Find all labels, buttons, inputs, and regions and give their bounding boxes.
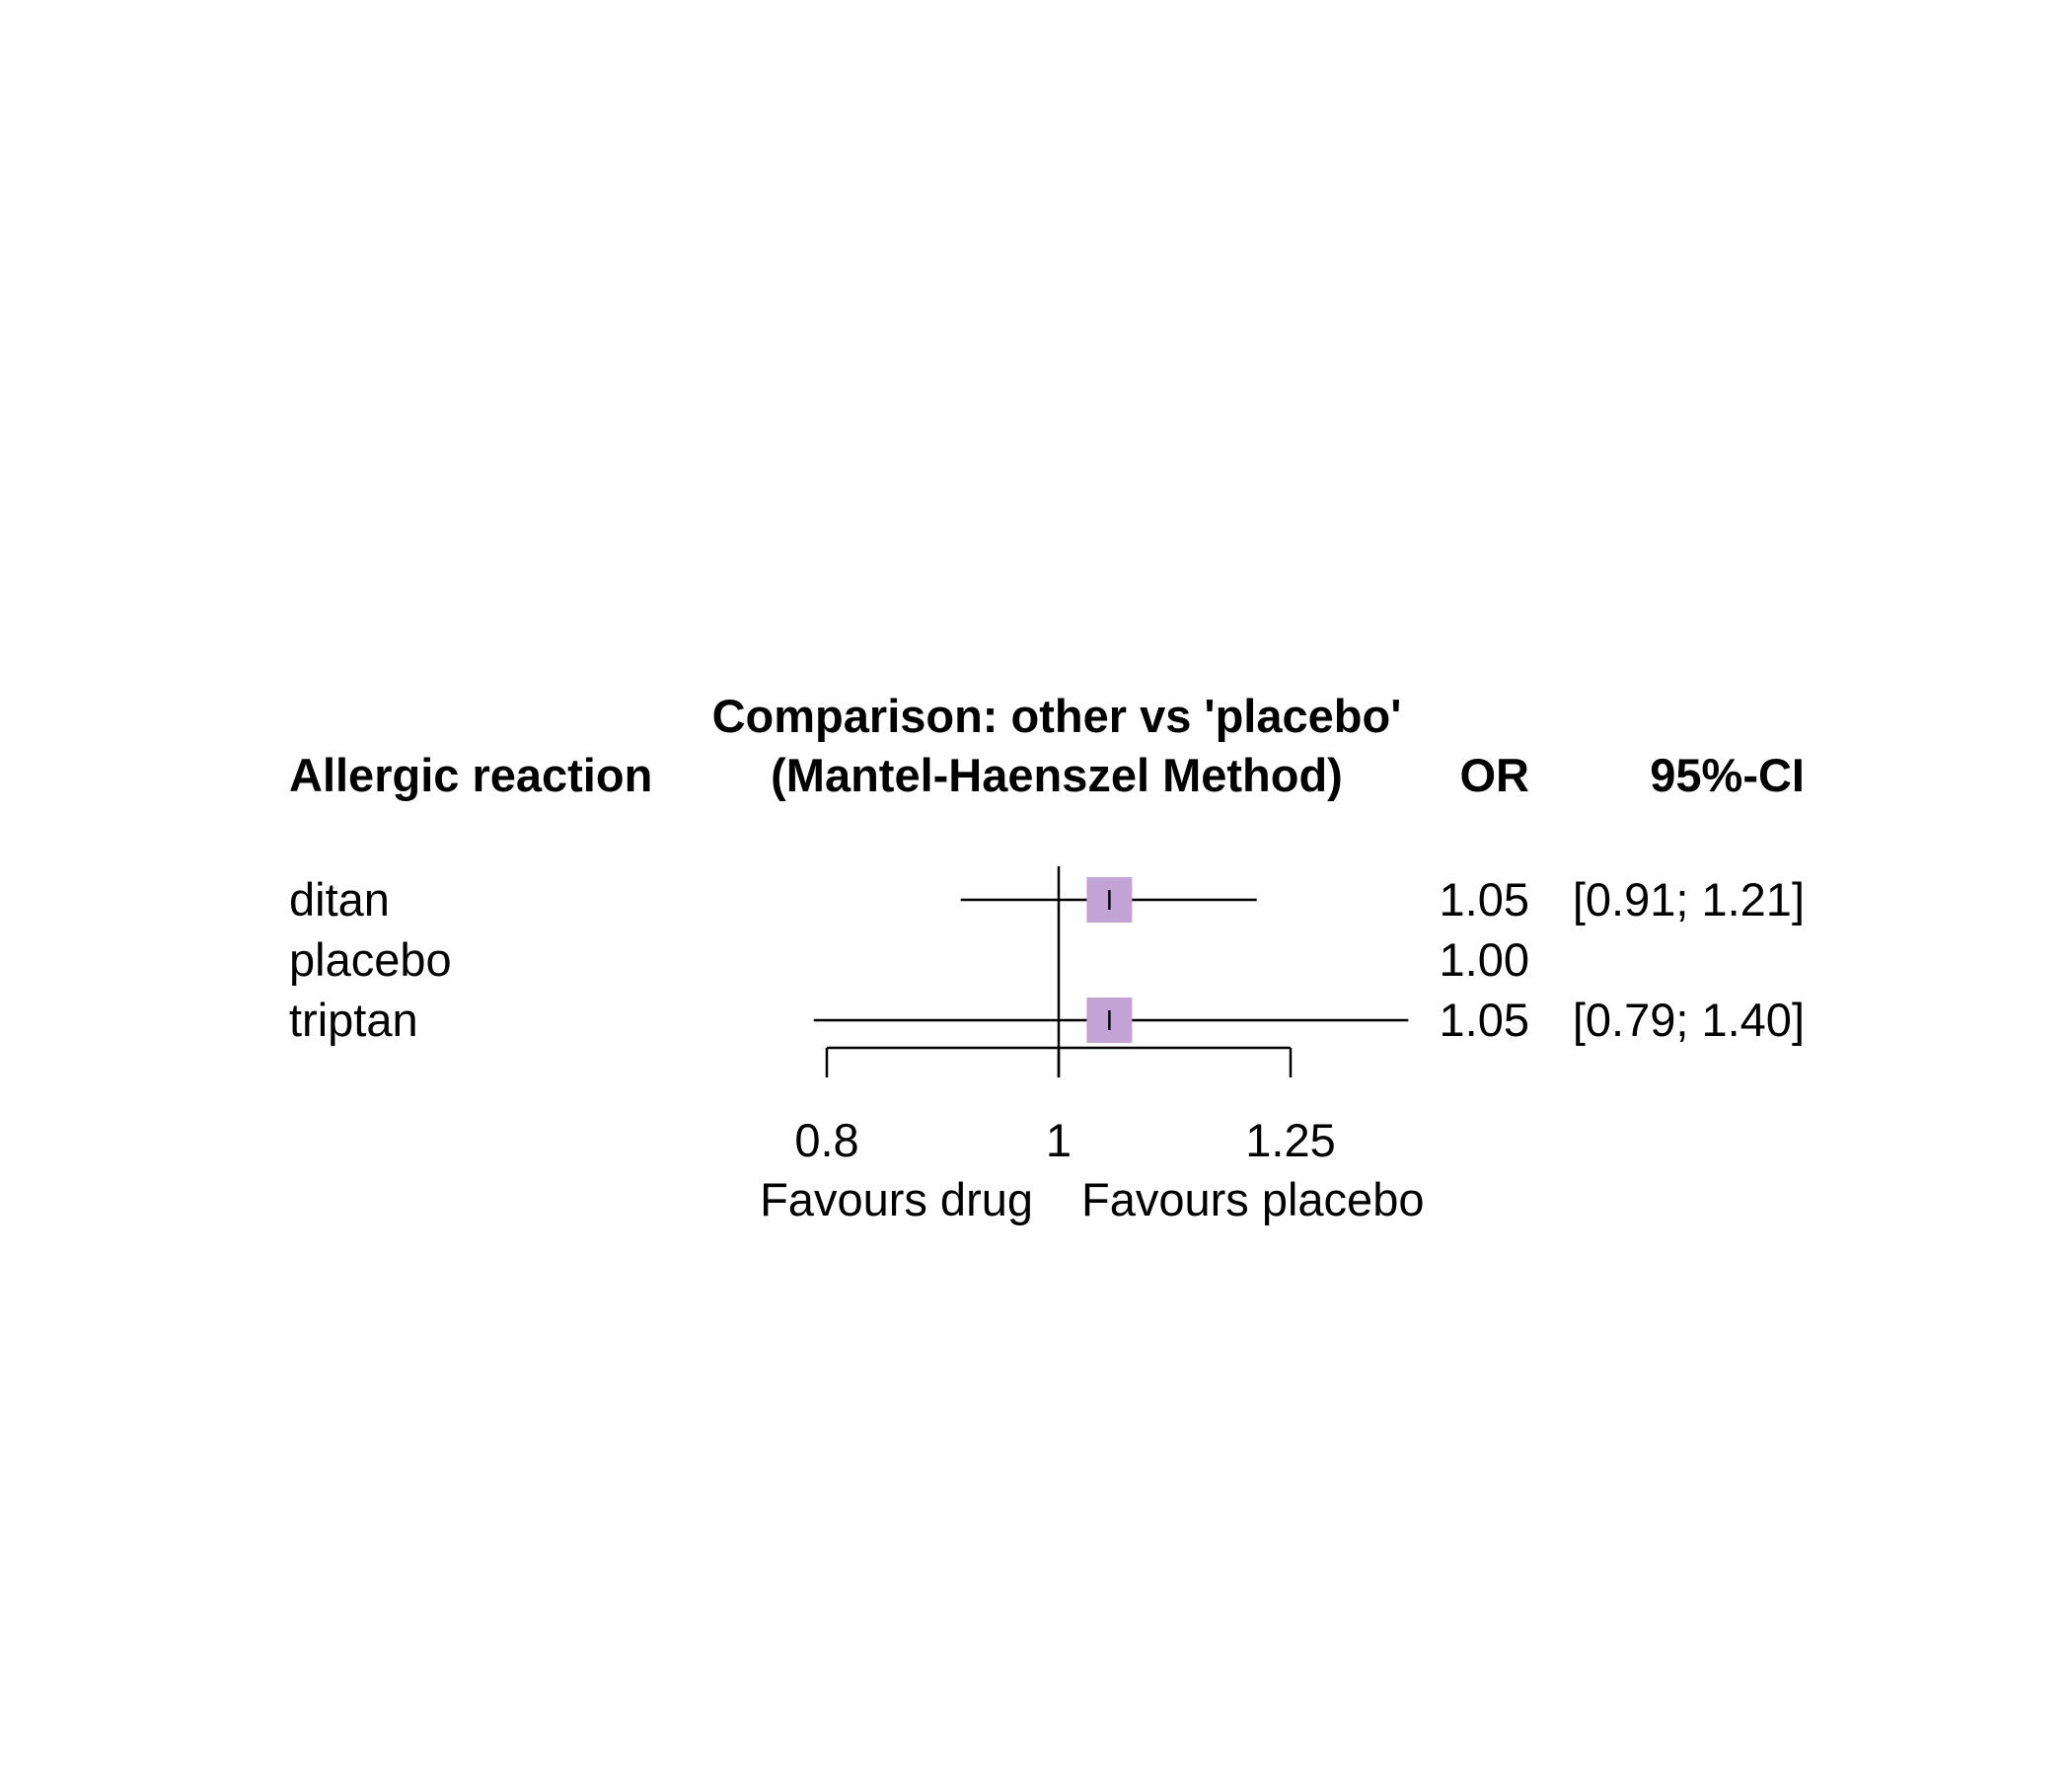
row-or-value: 1.05 — [1440, 873, 1529, 925]
favours-right-label: Favours placebo — [1081, 1173, 1424, 1225]
row-or-value: 1.00 — [1440, 933, 1529, 986]
row-label: ditan — [289, 873, 390, 925]
row-or-value: 1.05 — [1440, 994, 1529, 1046]
row-label: triptan — [289, 994, 418, 1046]
header-left-label: Allergic reaction — [289, 749, 652, 801]
rows-layer: ditan 1.05 [0.91; 1.21] placebo 1.00 triptan 1… — [289, 873, 1805, 1046]
x-tick-label: 1 — [1046, 1114, 1072, 1166]
header-ci-label: 95%-CI — [1650, 749, 1805, 801]
x-tick-label: 0.8 — [794, 1114, 858, 1166]
chart-title-line2: (Mantel-Haenszel Method) — [771, 749, 1343, 801]
x-tick-label: 1.25 — [1245, 1114, 1335, 1166]
favours-left-label: Favours drug — [760, 1173, 1033, 1225]
row-label: placebo — [289, 933, 452, 986]
header-or-label: OR — [1460, 749, 1530, 801]
chart-title-line1: Comparison: other vs 'placebo' — [712, 690, 1402, 742]
row-ci-value: [0.91; 1.21] — [1573, 873, 1805, 925]
x-axis: 0.8 1 1.25 — [794, 1046, 1336, 1166]
row-ci-value: [0.79; 1.40] — [1573, 994, 1805, 1046]
